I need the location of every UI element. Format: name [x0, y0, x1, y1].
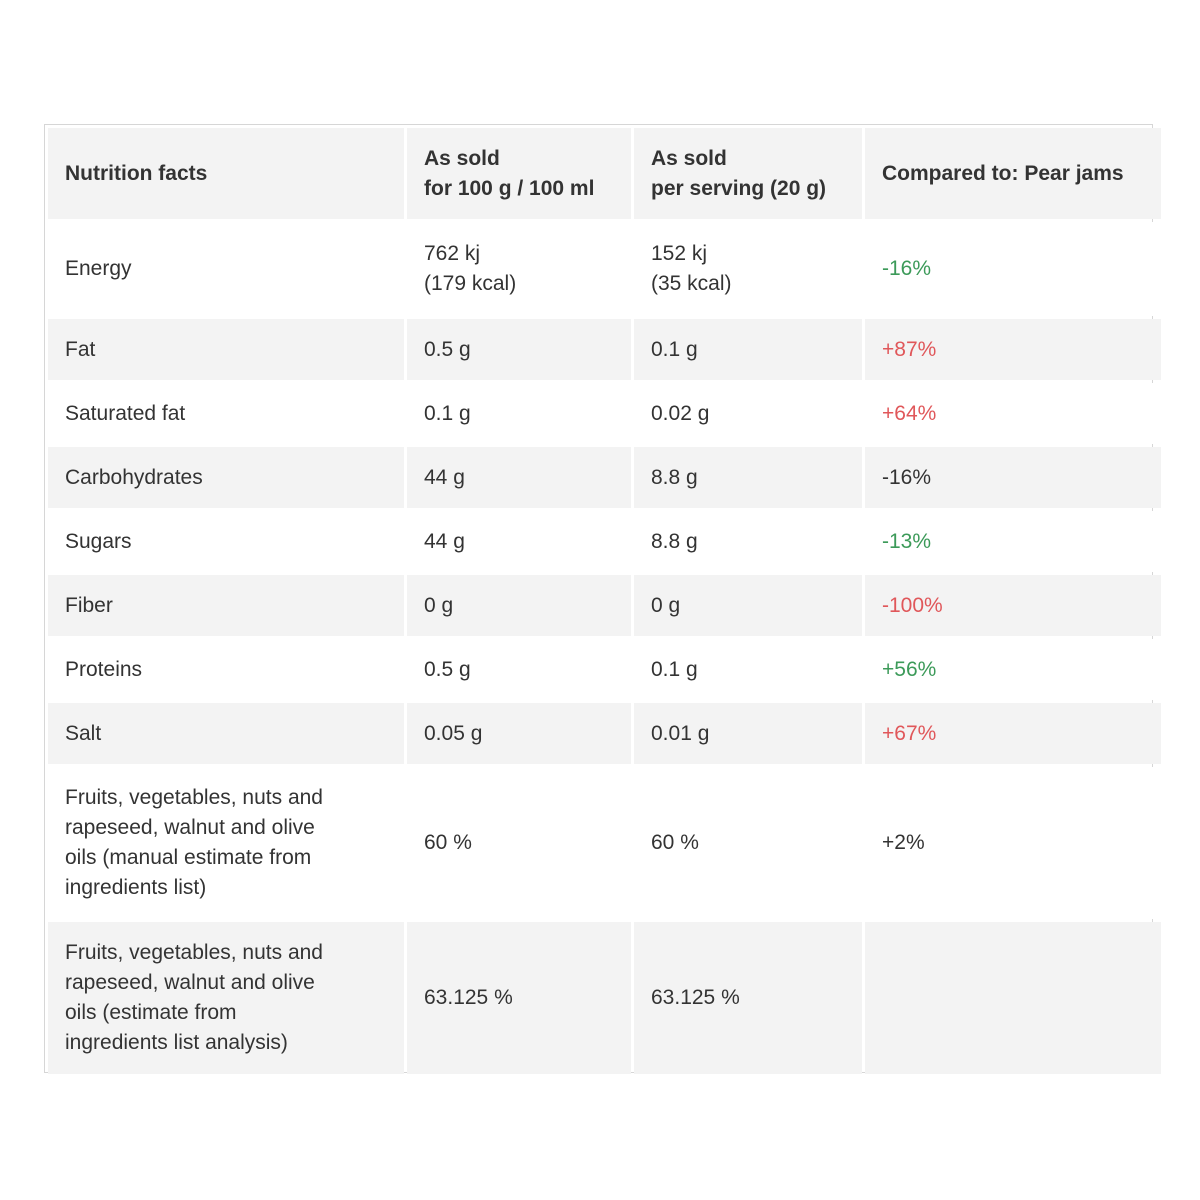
- value-per-100g-kj: 762 kj: [424, 242, 481, 265]
- value-per-100g: 60 %: [407, 767, 631, 919]
- header-nutrition-facts: Nutrition facts: [48, 128, 404, 219]
- nutrient-name: Fat: [48, 319, 404, 380]
- value-per-serving: 63.125 %: [634, 922, 862, 1074]
- nutrient-name: Fruits, vegetables, nuts and rapeseed, w…: [48, 767, 404, 919]
- value-per-serving: 152 kj (35 kcal): [634, 222, 862, 316]
- value-per-100g: 44 g: [407, 511, 631, 572]
- nutrient-name: Sugars: [48, 511, 404, 572]
- value-per-100g: 0 g: [407, 575, 631, 636]
- value-per-serving: 0.1 g: [634, 639, 862, 700]
- value-per-100g: 63.125 %: [407, 922, 631, 1074]
- value-per-100g: 762 kj (179 kcal): [407, 222, 631, 316]
- value-per-100g: 44 g: [407, 447, 631, 508]
- table-row-sugars: Sugars 44 g 8.8 g -13%: [48, 511, 1161, 572]
- table-header-row: Nutrition facts As sold for 100 g / 100 …: [48, 128, 1161, 219]
- table-row-saturated-fat: Saturated fat 0.1 g 0.02 g +64%: [48, 383, 1161, 444]
- nutrient-name: Salt: [48, 703, 404, 764]
- value-per-serving: 8.8 g: [634, 447, 862, 508]
- comparison-value: +2%: [865, 767, 1161, 919]
- value-per-100g: 0.5 g: [407, 319, 631, 380]
- nutrient-name-line3: oils (estimate from: [65, 1001, 237, 1024]
- value-per-serving-kcal: (35 kcal): [651, 272, 732, 295]
- nutrition-facts-table: Nutrition facts As sold for 100 g / 100 …: [45, 125, 1164, 1077]
- comparison-value: -13%: [865, 511, 1161, 572]
- header-per-serving: As sold per serving (20 g): [634, 128, 862, 219]
- table-row-fruits-analysis-estimate: Fruits, vegetables, nuts and rapeseed, w…: [48, 922, 1161, 1074]
- value-per-serving: 0.02 g: [634, 383, 862, 444]
- table-row-carbohydrates: Carbohydrates 44 g 8.8 g -16%: [48, 447, 1161, 508]
- value-per-100g: 0.05 g: [407, 703, 631, 764]
- value-per-100g: 0.5 g: [407, 639, 631, 700]
- nutrient-name-line2: rapeseed, walnut and olive: [65, 971, 315, 994]
- header-compared-to: Compared to: Pear jams: [865, 128, 1161, 219]
- comparison-value: +56%: [865, 639, 1161, 700]
- nutrient-name-line2: rapeseed, walnut and olive: [65, 816, 315, 839]
- header-per-100g: As sold for 100 g / 100 ml: [407, 128, 631, 219]
- comparison-value: -16%: [865, 222, 1161, 316]
- nutrient-name-line1: Fruits, vegetables, nuts and: [65, 786, 323, 809]
- table-row-energy: Energy 762 kj (179 kcal) 152 kj (35 kcal…: [48, 222, 1161, 316]
- table-row-proteins: Proteins 0.5 g 0.1 g +56%: [48, 639, 1161, 700]
- nutrient-name: Proteins: [48, 639, 404, 700]
- nutrient-name: Energy: [48, 222, 404, 316]
- comparison-value: +67%: [865, 703, 1161, 764]
- header-per-serving-line2: per serving (20 g): [651, 176, 827, 200]
- value-per-100g: 0.1 g: [407, 383, 631, 444]
- nutrient-name-line1: Fruits, vegetables, nuts and: [65, 941, 323, 964]
- header-per-100g-line2: for 100 g / 100 ml: [424, 176, 595, 200]
- comparison-value: [865, 922, 1161, 1074]
- comparison-value: +64%: [865, 383, 1161, 444]
- table-row-salt: Salt 0.05 g 0.01 g +67%: [48, 703, 1161, 764]
- value-per-serving: 0.01 g: [634, 703, 862, 764]
- nutrition-table-container: Nutrition facts As sold for 100 g / 100 …: [44, 124, 1161, 1074]
- value-per-100g-kcal: (179 kcal): [424, 272, 517, 295]
- nutrient-name-line4: ingredients list analysis): [65, 1031, 288, 1054]
- header-per-100g-line1: As sold: [424, 146, 500, 170]
- table-row-fruits-manual-estimate: Fruits, vegetables, nuts and rapeseed, w…: [48, 767, 1161, 919]
- value-per-serving-kj: 152 kj: [651, 242, 708, 265]
- value-per-serving: 0.1 g: [634, 319, 862, 380]
- nutrient-name-line4: ingredients list): [65, 876, 207, 899]
- value-per-serving: 8.8 g: [634, 511, 862, 572]
- nutrient-name: Fiber: [48, 575, 404, 636]
- header-per-serving-line1: As sold: [651, 146, 727, 170]
- nutrient-name: Saturated fat: [48, 383, 404, 444]
- table-row-fiber: Fiber 0 g 0 g -100%: [48, 575, 1161, 636]
- comparison-value: -16%: [865, 447, 1161, 508]
- nutrient-name: Fruits, vegetables, nuts and rapeseed, w…: [48, 922, 404, 1074]
- value-per-serving: 0 g: [634, 575, 862, 636]
- comparison-value: +87%: [865, 319, 1161, 380]
- nutrient-name-line3: oils (manual estimate from: [65, 846, 312, 869]
- table-row-fat: Fat 0.5 g 0.1 g +87%: [48, 319, 1161, 380]
- value-per-serving: 60 %: [634, 767, 862, 919]
- comparison-value: -100%: [865, 575, 1161, 636]
- nutrient-name: Carbohydrates: [48, 447, 404, 508]
